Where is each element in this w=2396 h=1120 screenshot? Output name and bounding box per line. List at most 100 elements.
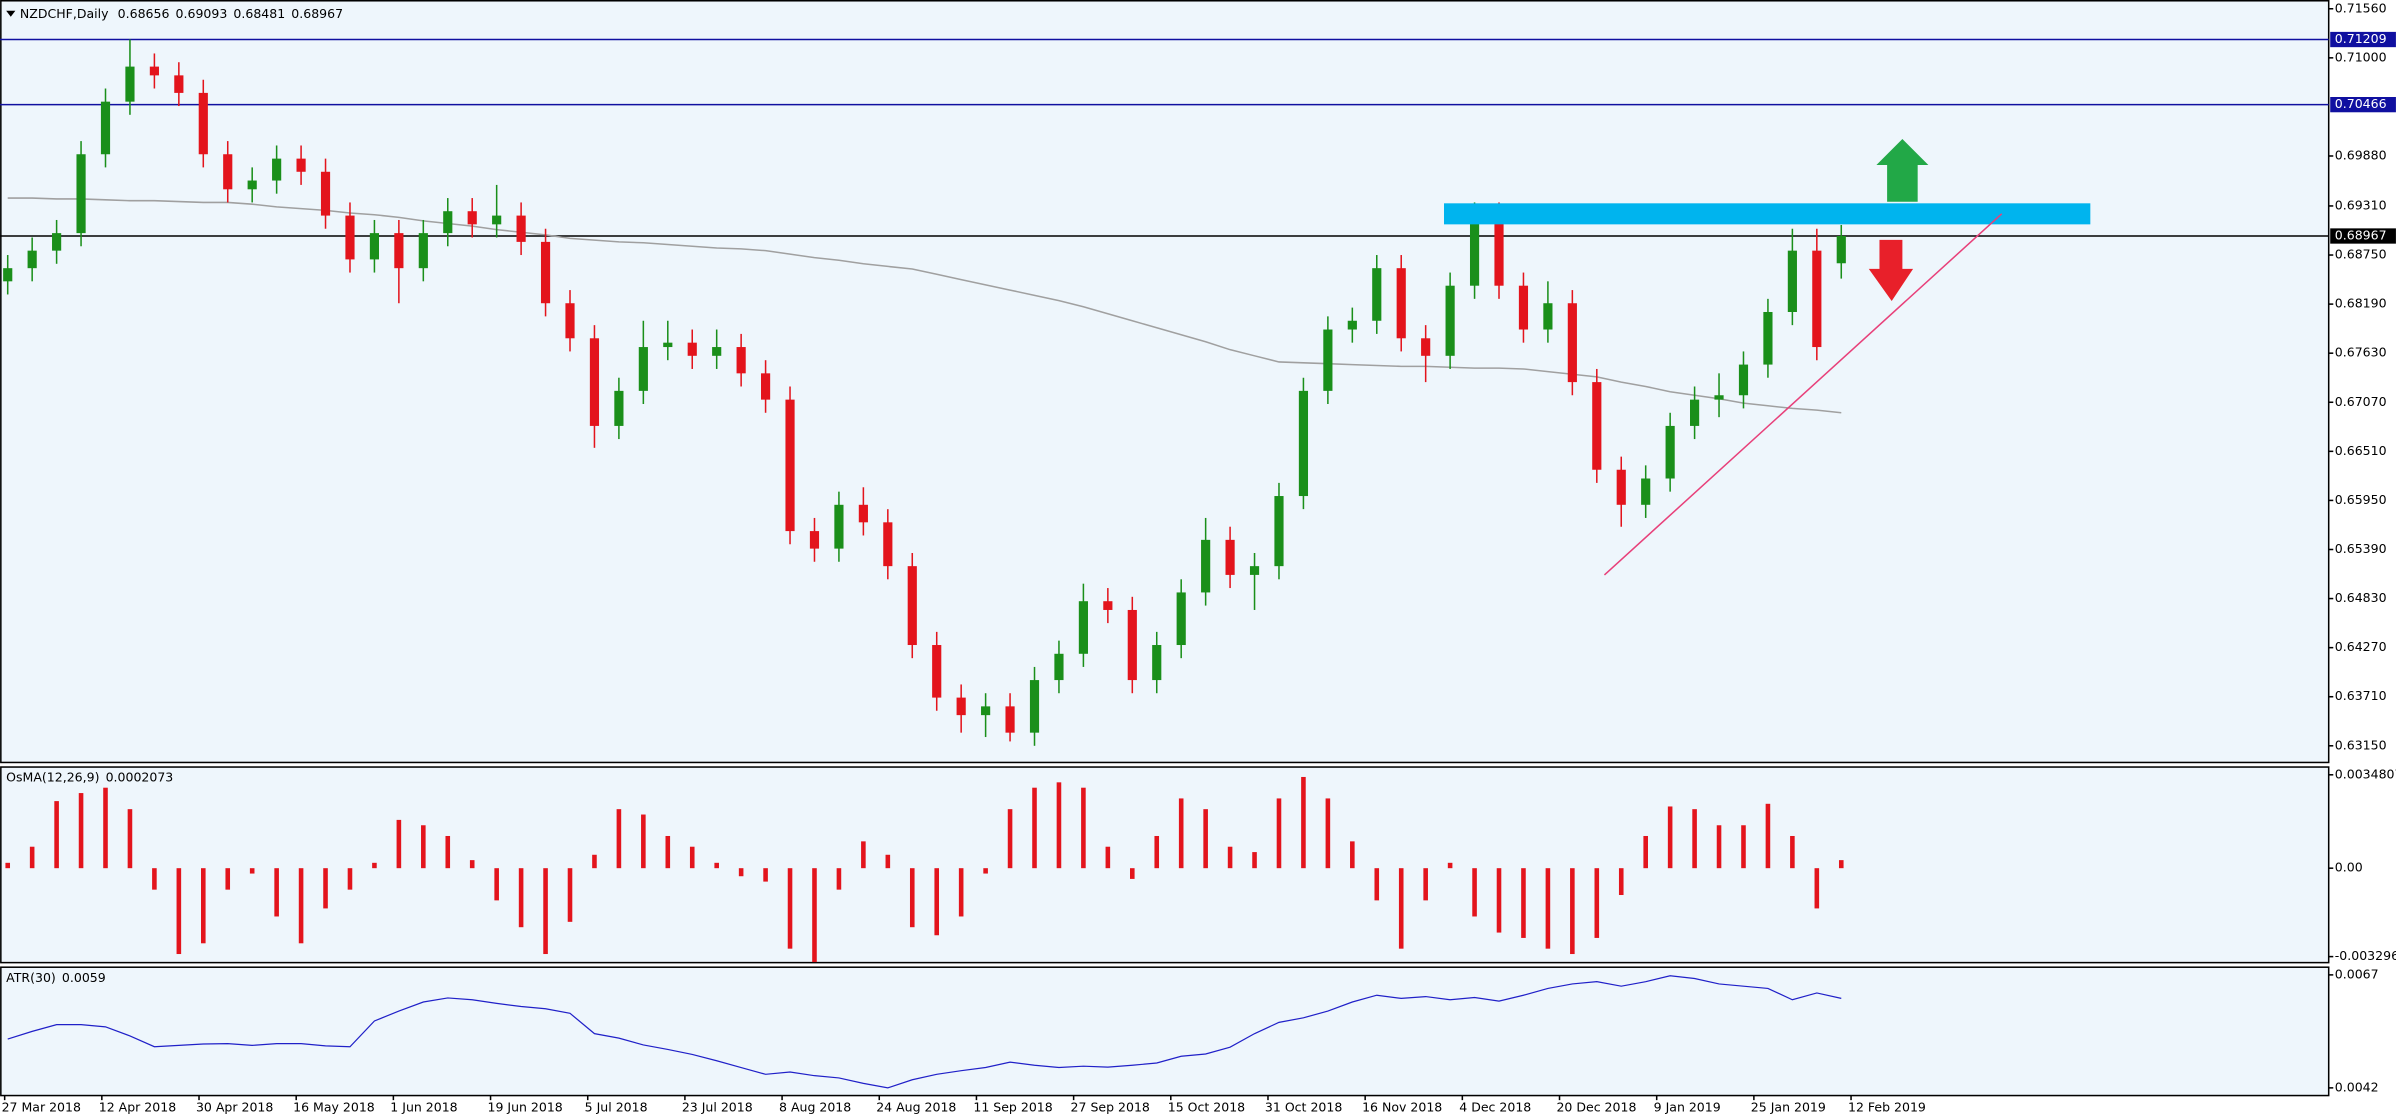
candle-body <box>1690 399 1700 426</box>
osma-bar <box>714 862 719 869</box>
osma-bar <box>518 868 524 928</box>
candle-body <box>1225 539 1235 575</box>
candle-body <box>76 154 86 234</box>
x-tick-label: 31 Oct 2018 <box>1265 1099 1342 1114</box>
candle-body <box>1665 425 1675 479</box>
osma-bar <box>567 868 573 922</box>
osma-bar <box>958 868 964 917</box>
price-level-label: 0.71209 <box>2335 31 2387 46</box>
header-close: 0.68967 <box>291 5 343 20</box>
candle-body <box>516 215 526 242</box>
x-tick-label: 15 Oct 2018 <box>1168 1099 1245 1114</box>
x-tick-label: 4 Dec 2018 <box>1459 1099 1531 1114</box>
candle-body <box>589 338 600 426</box>
osma-bar <box>54 801 59 869</box>
osma-panel <box>0 767 2329 963</box>
osma-bar <box>1032 787 1037 869</box>
candle-body <box>443 211 453 234</box>
candle-body <box>1249 566 1260 575</box>
candle-body <box>1078 601 1088 654</box>
down-arrow <box>1868 239 1914 302</box>
candle-body <box>1836 236 1846 264</box>
osma-bar <box>689 846 695 869</box>
x-tick-label: 19 Jun 2018 <box>487 1099 562 1114</box>
osma-bar <box>494 868 499 901</box>
candle-body <box>1763 311 1773 365</box>
x-tick-label: 24 Aug 2018 <box>876 1099 956 1114</box>
candle-body <box>1812 250 1822 348</box>
y-tick-label: 0.67070 <box>2335 394 2387 409</box>
osma-name: OsMA(12,26,9) <box>6 769 99 784</box>
osma-bar <box>983 868 988 874</box>
price-panel <box>0 0 2329 763</box>
candle-body <box>1029 680 1040 733</box>
candle-body <box>1103 601 1113 610</box>
candle-body <box>1274 496 1284 567</box>
osma-bar <box>1765 803 1771 869</box>
osma-bar <box>861 841 866 869</box>
osma-bar <box>836 868 842 890</box>
candle-body <box>1396 268 1406 339</box>
candle-body <box>492 215 502 225</box>
up-arrow <box>1876 139 1929 202</box>
candle-body <box>858 504 868 523</box>
candle-body <box>394 233 404 269</box>
osma-bar <box>1350 841 1355 869</box>
osma-bar <box>543 868 548 955</box>
y-tick-label: -0.003296 <box>2335 948 2396 963</box>
candle-body <box>1616 469 1626 505</box>
symbol: NZDCHF,Daily <box>20 5 109 20</box>
atr-panel <box>0 967 2329 1096</box>
osma-bar <box>1178 798 1184 869</box>
header-high: 0.69093 <box>176 5 228 20</box>
x-tick-label: 5 Jul 2018 <box>585 1099 648 1114</box>
candle-body <box>100 101 111 155</box>
osma-bar <box>1594 868 1600 938</box>
candle-body <box>736 347 746 374</box>
candle-body <box>174 75 184 93</box>
candle-body <box>1372 268 1382 321</box>
candle-body <box>687 342 697 356</box>
y-tick-label: 0.71000 <box>2335 49 2387 64</box>
osma-bar <box>5 862 11 869</box>
trendline <box>1603 213 2003 576</box>
osma-bar <box>812 868 817 963</box>
candle-body <box>52 233 62 251</box>
osma-bar <box>1790 835 1795 869</box>
x-tick-label: 11 Sep 2018 <box>973 1099 1052 1114</box>
candle-body <box>638 347 648 391</box>
candle-body <box>369 233 380 260</box>
osma-bar <box>1423 868 1428 901</box>
candle-body <box>1592 382 1602 470</box>
x-tick-label: 12 Feb 2019 <box>1848 1099 1926 1114</box>
osma-bar <box>1496 868 1502 933</box>
candle-body <box>223 154 233 190</box>
candle-body <box>149 66 159 76</box>
osma-bar <box>1667 806 1673 869</box>
candle-body <box>1567 303 1577 383</box>
atr-last: 0.0059 <box>62 969 106 984</box>
osma-bar <box>1105 846 1111 869</box>
osma-bar <box>323 868 328 909</box>
osma-bar <box>1618 868 1624 896</box>
osma-bar <box>201 868 206 944</box>
osma-bar <box>1203 809 1208 869</box>
header-low: 0.68481 <box>233 5 285 20</box>
osma-bar <box>1056 782 1062 869</box>
atr-name: ATR(30) <box>6 969 56 984</box>
osma-bar <box>592 854 597 869</box>
x-tick-label: 1 Jun 2018 <box>390 1099 457 1114</box>
candle-body <box>981 706 991 716</box>
osma-bar <box>396 819 402 869</box>
candle-body <box>418 233 428 269</box>
osma-bar <box>1447 862 1453 869</box>
x-tick-label: 16 May 2018 <box>293 1099 375 1114</box>
candle-body <box>1469 215 1480 286</box>
x-tick-label: 8 Aug 2018 <box>779 1099 851 1114</box>
x-tick-label: 9 Jan 2019 <box>1654 1099 1721 1114</box>
osma-bar <box>274 868 279 917</box>
x-tick-label: 12 Apr 2018 <box>99 1099 176 1114</box>
y-tick-label: 0.68750 <box>2335 247 2387 262</box>
osma-bar <box>421 825 426 869</box>
